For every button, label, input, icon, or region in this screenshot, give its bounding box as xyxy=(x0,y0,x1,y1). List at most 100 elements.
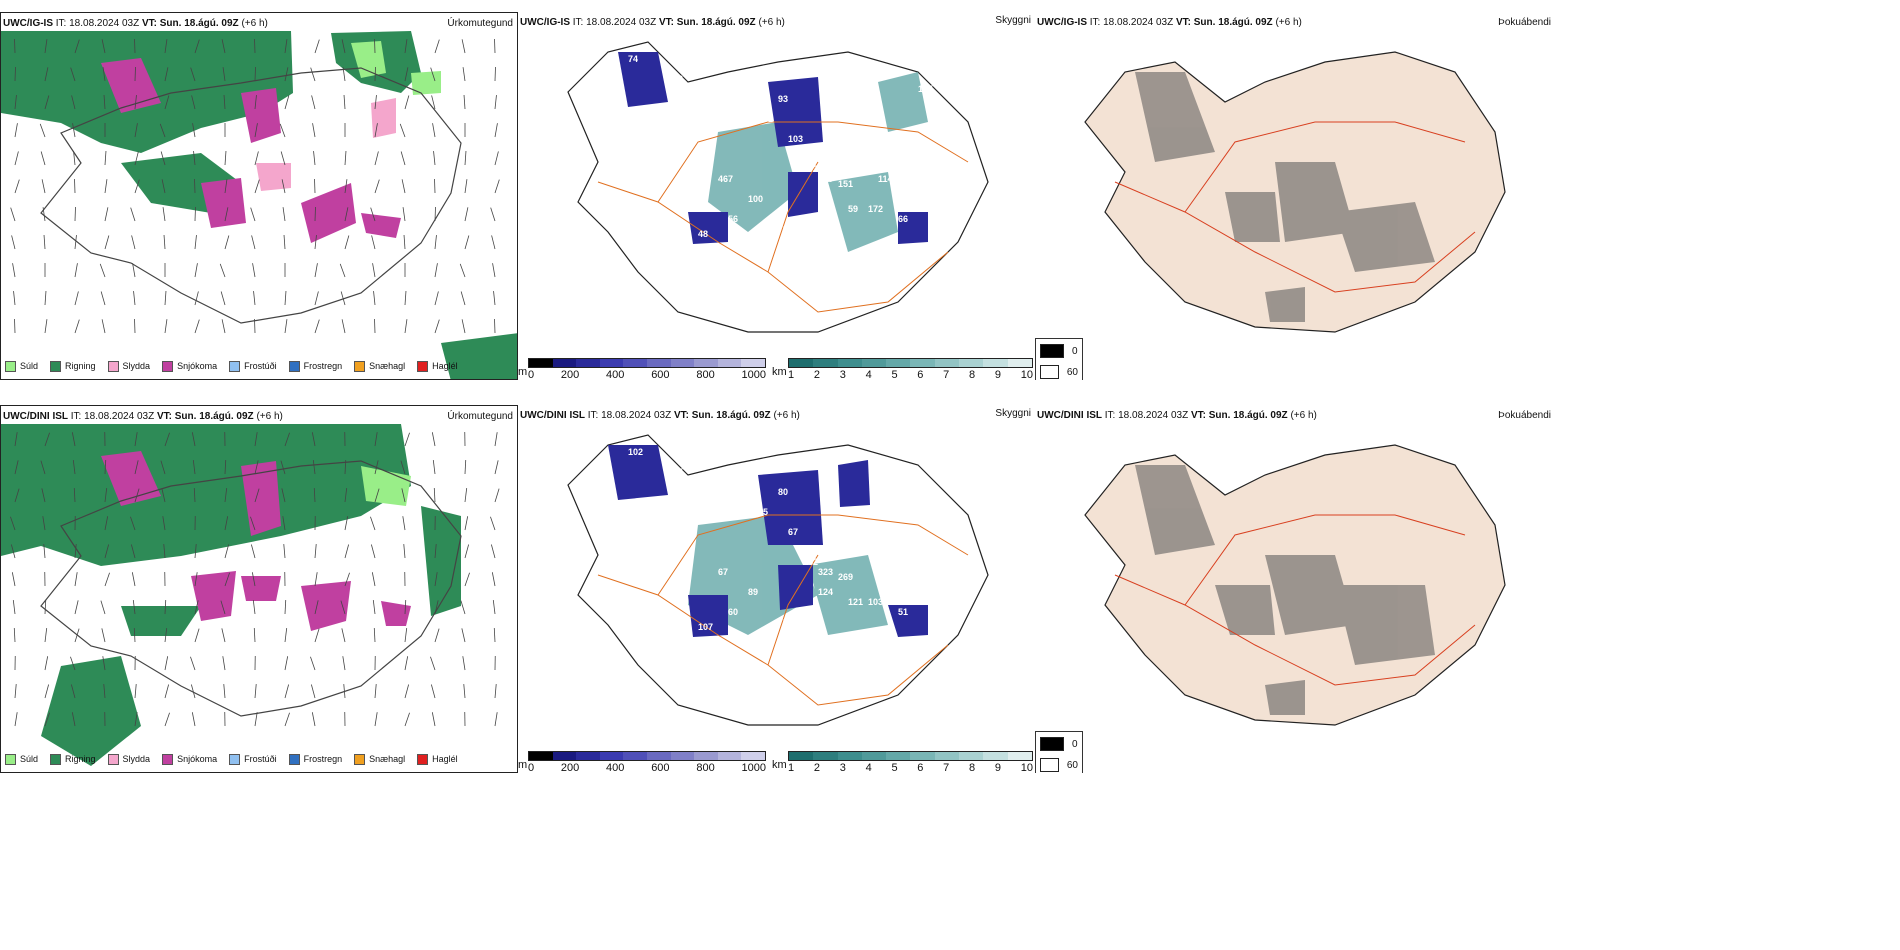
wind-barb xyxy=(44,291,47,306)
colorbar-tick: 600 xyxy=(651,369,670,380)
iceland-outline xyxy=(40,67,462,324)
wind-barb xyxy=(224,516,229,531)
wind-barb xyxy=(284,319,288,334)
wind-barb xyxy=(254,151,259,166)
legend-label: Frostúði xyxy=(244,361,277,371)
wind-barb xyxy=(104,572,110,587)
wind-barb xyxy=(340,291,346,306)
wind-barb xyxy=(433,487,436,503)
legend-item: Haglél xyxy=(417,753,458,765)
wind-barb xyxy=(14,684,17,699)
wind-barb xyxy=(163,544,166,559)
wind-barb xyxy=(313,151,316,166)
colorbar-cell xyxy=(646,359,671,367)
colorbar-tick: 800 xyxy=(696,369,715,380)
wind-barb xyxy=(194,572,198,587)
wind-barb xyxy=(74,600,79,615)
visibility-value-label: 56 xyxy=(778,64,788,74)
visibility-value-label: 107 xyxy=(698,622,713,632)
wind-barb xyxy=(134,712,138,727)
wind-barb xyxy=(12,600,16,615)
wind-barb xyxy=(164,712,170,727)
wind-barb xyxy=(374,488,380,503)
legend-item: Frostregn xyxy=(288,360,342,372)
colorbar-cell xyxy=(1007,359,1032,367)
wind-barb xyxy=(14,488,20,503)
fog-index-map-igis xyxy=(1084,51,1506,333)
wind-barb xyxy=(224,235,230,250)
wind-barb xyxy=(131,235,136,250)
visibility-value-label: 103 xyxy=(788,134,803,144)
legend-swatch xyxy=(162,360,174,372)
wind-barb xyxy=(104,544,110,559)
visibility-panel-dini: 102 105 100 65 80 133 67 82 323 269 124 89 73 60 107 67… xyxy=(518,405,1035,773)
wind-barb xyxy=(341,628,346,643)
wind-barb xyxy=(371,572,376,587)
legend-swatch xyxy=(354,360,366,372)
visibility-value-label: 118 xyxy=(928,229,943,239)
colorbar-cell xyxy=(576,359,600,367)
wind-barb xyxy=(404,628,408,643)
wind-barb xyxy=(101,39,106,54)
wind-barb xyxy=(460,291,466,306)
wind-barb xyxy=(284,656,289,671)
colorbar-tick: 8 xyxy=(969,369,976,380)
wind-barb xyxy=(314,263,318,278)
wind-barb xyxy=(14,95,17,110)
wind-barb xyxy=(104,235,110,250)
wind-barb xyxy=(284,291,287,306)
colorbar-tick: 1000 xyxy=(741,762,766,773)
roads-red xyxy=(1114,121,1476,293)
wind-barb xyxy=(254,432,258,447)
wind-barb xyxy=(314,291,319,306)
wind-barb xyxy=(254,488,260,503)
wind-barb xyxy=(310,656,316,671)
visibility-value-label: 66 xyxy=(898,214,908,224)
visibility-value-label: 114 xyxy=(878,174,893,184)
wind-barb xyxy=(100,291,106,306)
wind-barb xyxy=(493,627,496,643)
wind-barb xyxy=(74,628,80,643)
legend-item: Snæhagl xyxy=(354,753,405,765)
visibility-value-label: 172 xyxy=(868,204,883,214)
wind-barb xyxy=(343,95,346,110)
colorbar-tick: 7 xyxy=(943,369,950,380)
wind-barb xyxy=(44,39,48,54)
wind-barb xyxy=(44,599,47,615)
wind-barb xyxy=(404,656,409,671)
wind-barb xyxy=(164,39,168,54)
wind-barb xyxy=(132,263,136,278)
wind-barb xyxy=(192,123,196,138)
colorbar-cell xyxy=(717,359,742,367)
wind-barb xyxy=(104,459,107,475)
visibility-value-label: 102 xyxy=(668,74,683,84)
wind-barb xyxy=(44,432,50,447)
wind-barb xyxy=(461,319,466,334)
wind-barb xyxy=(464,572,470,587)
visibility-value-label: 123 xyxy=(938,224,953,234)
wind-barb xyxy=(14,151,19,166)
wind-barb xyxy=(464,179,468,194)
colorbar-cell xyxy=(837,359,862,367)
fog-index-panel-igis: UWC/IG-IS IT: 18.08.2024 03Z VT: Sun. 18… xyxy=(1035,12,1555,380)
wind-barb xyxy=(492,600,496,615)
colorbar-cell xyxy=(959,359,984,367)
snow-areas xyxy=(101,58,401,243)
legend-label: Haglél xyxy=(432,361,458,371)
wind-barb xyxy=(194,235,197,250)
wind-barb xyxy=(44,67,49,82)
wind-barb xyxy=(370,516,376,531)
colorbar-cell xyxy=(934,359,960,367)
wind-barb xyxy=(40,460,46,475)
wind-barb xyxy=(130,207,136,222)
colorbar-cell xyxy=(741,752,765,760)
wind-barb xyxy=(314,572,318,587)
wind-barb xyxy=(281,179,286,194)
low-visibility-teal xyxy=(708,72,928,252)
wind-barb xyxy=(194,291,199,306)
colorbar-tick: 5 xyxy=(891,762,898,773)
wind-barb xyxy=(160,460,166,475)
wind-barb xyxy=(374,432,378,447)
wind-barb xyxy=(74,235,77,250)
wind-barb xyxy=(344,235,350,250)
